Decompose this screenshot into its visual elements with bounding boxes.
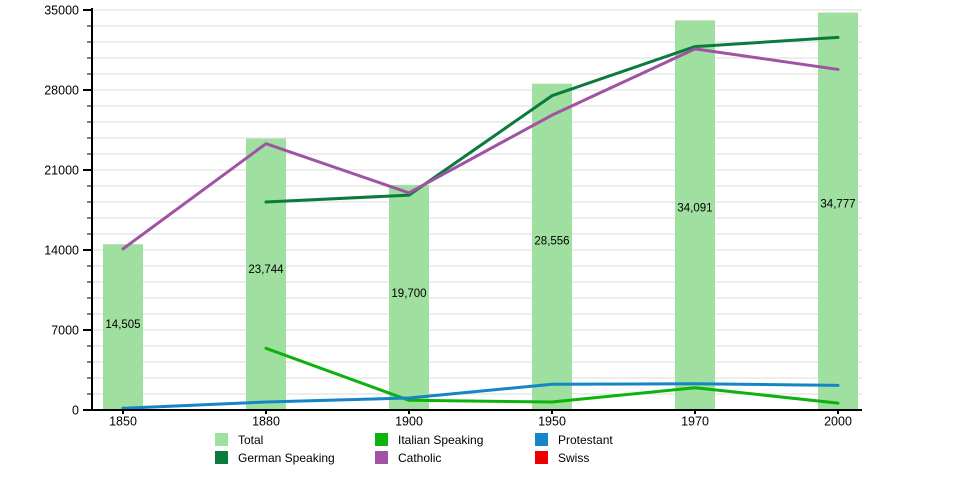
bar-label-1970: 34,091 <box>677 202 712 214</box>
y-axis-ticks: 0 7000 14000 21000 28000 35000 <box>44 4 92 418</box>
bar-label-2000: 34,777 <box>820 198 855 210</box>
legend-label-german-speaking: German Speaking <box>238 451 335 465</box>
x-tick-label-1850: 1850 <box>109 415 137 429</box>
bar-label-1850: 14,505 <box>105 319 140 331</box>
legend-swatch-swiss <box>535 451 548 464</box>
legend-swatch-protestant <box>535 433 548 446</box>
legend-item-italian-speaking: Italian Speaking <box>375 433 483 447</box>
total-bars <box>103 12 858 410</box>
bar-label-1950: 28,556 <box>534 235 569 247</box>
legend-label-swiss: Swiss <box>558 451 589 465</box>
x-tick-label-1970: 1970 <box>681 415 709 429</box>
bar-1850 <box>103 244 143 410</box>
legend-swatch-catholic <box>375 451 388 464</box>
bar-label-1880: 23,744 <box>248 264 284 276</box>
bar-value-labels: 14,505 23,744 19,700 28,556 34,091 34,777 <box>105 198 855 330</box>
y-tick-label: 28000 <box>44 84 79 98</box>
legend-swatch-italian-speaking <box>375 433 388 446</box>
y-tick-label: 21000 <box>44 164 79 178</box>
bar-1970 <box>675 20 715 410</box>
bar-1950 <box>532 83 572 410</box>
y-tick-label: 0 <box>72 404 79 418</box>
legend-item-catholic: Catholic <box>375 451 441 465</box>
y-tick-label: 7000 <box>51 324 79 338</box>
x-tick-label-2000: 2000 <box>824 415 852 429</box>
legend-label-protestant: Protestant <box>558 433 613 447</box>
legend-label-italian-speaking: Italian Speaking <box>398 433 483 447</box>
legend-item-total: Total <box>215 433 263 447</box>
legend-label-total: Total <box>238 433 263 447</box>
legend-item-german-speaking: German Speaking <box>215 451 335 465</box>
legend: Total German Speaking Italian Speaking Cath… <box>215 433 613 465</box>
y-tick-label: 35000 <box>44 4 79 18</box>
legend-label-catholic: Catholic <box>398 451 441 465</box>
axes <box>91 8 862 411</box>
line-german-speaking <box>264 35 840 204</box>
x-tick-label-1900: 1900 <box>395 415 423 429</box>
bar-label-1900: 19,700 <box>391 288 426 300</box>
y-tick-label: 14000 <box>44 244 79 258</box>
x-tick-label-1950: 1950 <box>538 415 566 429</box>
legend-swatch-total <box>215 433 228 446</box>
legend-item-protestant: Protestant <box>535 433 613 447</box>
legend-swatch-german-speaking <box>215 451 228 464</box>
bar-2000 <box>818 12 858 410</box>
gridlines <box>92 9 862 395</box>
bar-1880 <box>246 138 286 410</box>
line-italian-speaking <box>264 346 840 405</box>
line-catholic <box>121 47 840 251</box>
legend-item-swiss: Swiss <box>535 451 589 465</box>
x-axis-ticks: 1850 1880 1900 1950 1970 2000 <box>109 410 852 429</box>
bar-1900 <box>389 184 429 410</box>
line-protestant <box>121 382 840 410</box>
x-tick-label-1880: 1880 <box>252 415 280 429</box>
